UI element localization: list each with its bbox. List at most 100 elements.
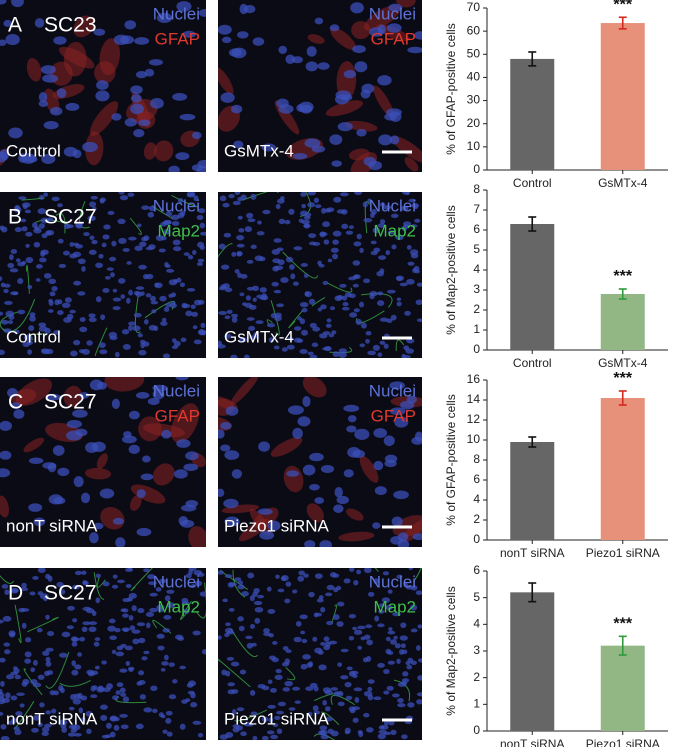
nucleus — [137, 608, 145, 614]
nucleus — [31, 727, 39, 733]
nucleus — [273, 289, 282, 294]
nucleus — [400, 400, 415, 410]
nucleus — [225, 731, 234, 738]
nucleus — [333, 504, 344, 513]
nucleus — [349, 568, 355, 572]
nucleus — [15, 258, 21, 263]
nucleus — [0, 39, 7, 46]
nucleus — [158, 248, 166, 253]
nucleus — [0, 680, 5, 687]
nucleus — [352, 283, 359, 288]
nucleus — [330, 247, 339, 253]
nucleus — [268, 717, 274, 723]
nucleus — [271, 281, 279, 287]
nucleus — [356, 569, 362, 575]
bar — [600, 645, 645, 731]
nucleus — [131, 629, 141, 634]
nucleus — [187, 690, 195, 695]
nucleus — [75, 221, 83, 229]
nucleus — [354, 61, 368, 73]
nucleus — [38, 92, 48, 103]
y-tick-label: 6 — [473, 472, 480, 486]
nucleus — [294, 700, 301, 704]
nucleus — [353, 687, 363, 692]
nucleus — [114, 627, 121, 633]
nucleus — [378, 609, 385, 614]
nucleus — [416, 318, 422, 322]
nucleus — [51, 708, 57, 714]
nucleus — [343, 469, 354, 478]
nucleus — [90, 694, 98, 698]
image-background — [0, 192, 206, 358]
nucleus — [285, 581, 292, 587]
nucleus — [225, 670, 231, 677]
nucleus — [102, 581, 110, 587]
nucleus — [149, 295, 157, 302]
nucleus — [190, 584, 197, 588]
nucleus — [129, 625, 136, 631]
nucleus — [40, 249, 49, 255]
nucleus — [102, 288, 110, 293]
nucleus — [6, 674, 15, 680]
nucleus — [100, 714, 108, 721]
nucleus — [63, 146, 78, 157]
nucleus — [412, 533, 422, 541]
nucleus — [218, 243, 226, 250]
nucleus — [190, 304, 196, 310]
nucleus — [120, 724, 129, 730]
nucleus — [183, 252, 190, 256]
nucleus — [89, 532, 99, 544]
nucleus — [248, 325, 256, 331]
cells — [218, 0, 422, 172]
astrocyte — [338, 531, 375, 542]
nucleus — [230, 661, 240, 667]
nucleus — [199, 222, 206, 229]
nucleus — [237, 251, 243, 257]
nucleus — [185, 698, 191, 703]
neurite — [196, 582, 206, 619]
nucleus — [136, 681, 142, 686]
nucleus — [45, 614, 50, 620]
cells — [0, 377, 206, 547]
astrocyte — [89, 101, 119, 136]
nucleus — [133, 290, 140, 296]
neurite — [0, 575, 15, 584]
nucleus — [357, 625, 366, 630]
y-tick-label: 16 — [467, 372, 481, 386]
nucleus — [147, 397, 160, 406]
nucleus — [407, 261, 415, 266]
nucleus — [352, 260, 361, 266]
nucleus — [40, 65, 56, 75]
nucleus — [28, 325, 35, 331]
nucleus — [363, 690, 373, 697]
nucleus — [309, 483, 320, 491]
nucleus — [157, 645, 165, 651]
nucleus — [337, 122, 353, 132]
nucleus — [13, 668, 20, 674]
nucleus — [161, 317, 167, 322]
nucleus — [396, 301, 402, 307]
nucleus — [147, 574, 156, 580]
bar — [510, 592, 555, 731]
nucleus — [156, 604, 165, 610]
neurite — [320, 711, 340, 726]
nucleus — [272, 640, 278, 645]
nucleus — [312, 705, 319, 712]
nucleus — [103, 224, 111, 230]
nucleus — [342, 301, 349, 307]
nucleus — [281, 347, 288, 352]
nucleus — [243, 721, 251, 727]
nucleus — [120, 608, 126, 612]
nucleus — [77, 652, 82, 657]
nucleus — [242, 302, 247, 306]
astrocyte — [130, 494, 142, 511]
nucleus — [307, 192, 316, 196]
nucleus — [302, 464, 316, 476]
nucleus — [224, 516, 240, 527]
nucleus — [307, 351, 314, 356]
nucleus — [128, 592, 137, 599]
nucleus — [25, 231, 33, 237]
neurite — [23, 668, 43, 696]
neurite — [374, 568, 379, 572]
nucleus — [109, 715, 118, 722]
